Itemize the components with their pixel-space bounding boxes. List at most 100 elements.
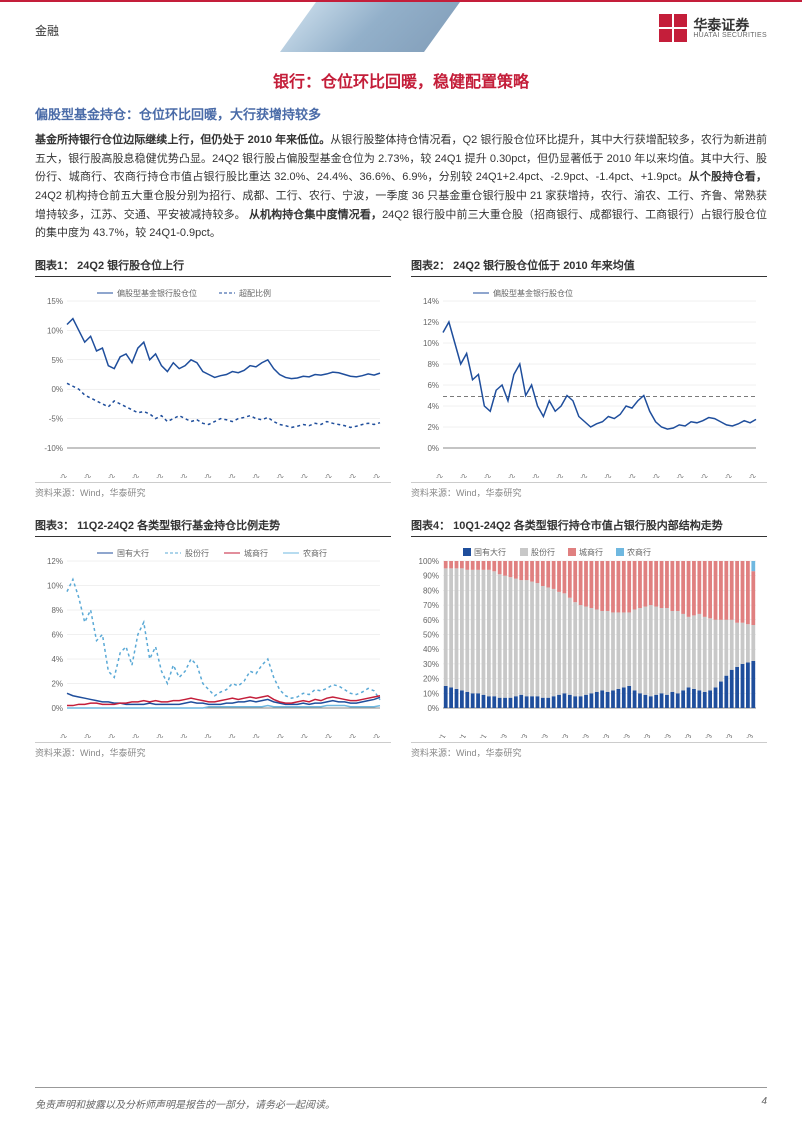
svg-text:14Q2: 14Q2 xyxy=(125,473,141,478)
svg-text:20Q2: 20Q2 xyxy=(270,733,286,738)
svg-text:100%: 100% xyxy=(419,557,439,566)
svg-text:30%: 30% xyxy=(423,660,439,669)
svg-text:城商行: 城商行 xyxy=(244,548,268,558)
svg-text:14%: 14% xyxy=(423,297,439,306)
footer-disclaimer: 免责声明和披露以及分析师声明是报告的一部分，请务必一起阅读。 xyxy=(35,1096,335,1111)
svg-text:超配比例: 超配比例 xyxy=(239,288,271,298)
svg-text:0%: 0% xyxy=(51,704,63,713)
svg-text:农商行: 农商行 xyxy=(627,547,651,557)
chart-4-title: 图表4： 10Q1-24Q2 各类型银行持仓市值占银行股内部结构走势 xyxy=(411,517,767,537)
svg-text:24Q2: 24Q2 xyxy=(366,733,382,738)
logo-text-cn: 华泰证券 xyxy=(693,18,767,32)
chart-3-source: 资料来源：Wind，华泰研究 xyxy=(35,742,391,759)
company-logo: 华泰证券 HUATAI SECURITIES xyxy=(659,14,767,42)
report-category: 金融 xyxy=(35,22,59,39)
svg-text:6%: 6% xyxy=(427,381,439,390)
charts-grid: 图表1： 24Q2 银行股仓位上行 偏股型基金银行股仓位超配比例-10%-5%0… xyxy=(35,257,767,759)
svg-text:12Q3: 12Q3 xyxy=(493,733,509,738)
svg-text:14Q3: 14Q3 xyxy=(534,733,550,738)
svg-text:16Q2: 16Q2 xyxy=(173,733,189,738)
svg-text:12%: 12% xyxy=(47,557,63,566)
svg-text:-5%: -5% xyxy=(49,415,63,424)
svg-text:20Q3: 20Q3 xyxy=(657,733,673,738)
chart-2-title: 图表2： 24Q2 银行股仓位低于 2010 年来均值 xyxy=(411,257,767,277)
svg-text:10%: 10% xyxy=(47,582,63,591)
chart-2: 图表2： 24Q2 银行股仓位低于 2010 年来均值 偏股型基金银行股仓位0%… xyxy=(411,257,767,499)
svg-text:12Q2: 12Q2 xyxy=(453,473,469,478)
svg-text:16Q2: 16Q2 xyxy=(549,473,565,478)
chart-3-title: 图表3： 11Q2-24Q2 各类型银行基金持仓比例走势 xyxy=(35,517,391,537)
svg-text:0%: 0% xyxy=(427,704,439,713)
svg-text:24Q2: 24Q2 xyxy=(742,473,758,478)
svg-text:22Q2: 22Q2 xyxy=(318,733,334,738)
svg-text:-10%: -10% xyxy=(44,444,63,453)
svg-text:11Q1: 11Q1 xyxy=(453,733,468,738)
svg-text:国有大行: 国有大行 xyxy=(474,547,506,557)
svg-text:20Q2: 20Q2 xyxy=(646,473,662,478)
svg-text:80%: 80% xyxy=(423,587,439,596)
svg-text:8%: 8% xyxy=(51,606,63,615)
svg-text:8%: 8% xyxy=(427,360,439,369)
svg-text:股份行: 股份行 xyxy=(185,548,209,558)
page-number: 4 xyxy=(761,1096,767,1111)
section-title: 偏股型基金持仓：仓位环比回暖，大行获增持较多 xyxy=(35,104,767,123)
logo-text-en: HUATAI SECURITIES xyxy=(693,32,767,39)
svg-text:17Q2: 17Q2 xyxy=(574,473,590,478)
svg-text:10%: 10% xyxy=(423,339,439,348)
svg-text:13Q3: 13Q3 xyxy=(514,733,530,738)
svg-text:12%: 12% xyxy=(423,318,439,327)
body-paragraph: 基金所持银行仓位边际继续上行，但仍处于 2010 年来低位。从银行股整体持仓情况… xyxy=(35,131,767,243)
svg-text:50%: 50% xyxy=(423,631,439,640)
svg-text:23Q3: 23Q3 xyxy=(719,733,735,738)
header-decoration xyxy=(280,2,460,52)
logo-icon xyxy=(659,14,687,42)
svg-text:15Q2: 15Q2 xyxy=(525,473,541,478)
page-header: 金融 华泰证券 HUATAI SECURITIES xyxy=(0,0,802,60)
svg-text:22Q3: 22Q3 xyxy=(698,733,714,738)
chart-1: 图表1： 24Q2 银行股仓位上行 偏股型基金银行股仓位超配比例-10%-5%0… xyxy=(35,257,391,499)
svg-text:13Q2: 13Q2 xyxy=(101,733,117,738)
svg-text:10%: 10% xyxy=(423,689,439,698)
svg-text:19Q2: 19Q2 xyxy=(246,733,262,738)
svg-text:18Q2: 18Q2 xyxy=(222,733,238,738)
svg-text:14Q2: 14Q2 xyxy=(125,733,141,738)
svg-text:24Q3: 24Q3 xyxy=(739,733,755,738)
chart-2-source: 资料来源：Wind，华泰研究 xyxy=(411,482,767,499)
svg-text:13Q2: 13Q2 xyxy=(477,473,493,478)
svg-text:20Q2: 20Q2 xyxy=(270,473,286,478)
svg-text:15Q2: 15Q2 xyxy=(149,473,165,478)
svg-text:12Q1: 12Q1 xyxy=(473,733,489,738)
svg-text:70%: 70% xyxy=(423,601,439,610)
svg-text:18Q3: 18Q3 xyxy=(616,733,632,738)
svg-text:24Q2: 24Q2 xyxy=(366,473,382,478)
svg-text:5%: 5% xyxy=(51,356,63,365)
svg-text:国有大行: 国有大行 xyxy=(117,548,149,558)
svg-text:23Q2: 23Q2 xyxy=(718,473,734,478)
svg-text:12Q2: 12Q2 xyxy=(77,473,93,478)
svg-text:城商行: 城商行 xyxy=(579,547,603,557)
svg-text:偏股型基金银行股仓位: 偏股型基金银行股仓位 xyxy=(117,288,197,298)
svg-text:0%: 0% xyxy=(51,385,63,394)
main-content: 银行：仓位环比回暖，稳健配置策略 偏股型基金持仓：仓位环比回暖，大行获增持较多 … xyxy=(0,68,802,759)
svg-text:21Q2: 21Q2 xyxy=(294,473,310,478)
svg-text:10Q1: 10Q1 xyxy=(432,733,448,738)
svg-text:10%: 10% xyxy=(47,327,63,336)
svg-text:60%: 60% xyxy=(423,616,439,625)
svg-text:40%: 40% xyxy=(423,645,439,654)
svg-text:21Q3: 21Q3 xyxy=(678,733,694,738)
svg-text:18Q2: 18Q2 xyxy=(222,473,238,478)
svg-text:11Q2: 11Q2 xyxy=(53,733,68,738)
svg-text:22Q2: 22Q2 xyxy=(318,473,334,478)
svg-text:17Q2: 17Q2 xyxy=(198,473,214,478)
svg-text:13Q2: 13Q2 xyxy=(101,473,117,478)
main-title: 银行：仓位环比回暖，稳健配置策略 xyxy=(35,68,767,92)
svg-text:17Q2: 17Q2 xyxy=(198,733,214,738)
svg-text:16Q3: 16Q3 xyxy=(575,733,591,738)
svg-text:22Q2: 22Q2 xyxy=(694,473,710,478)
svg-text:23Q2: 23Q2 xyxy=(342,473,358,478)
svg-text:20%: 20% xyxy=(423,675,439,684)
svg-text:17Q3: 17Q3 xyxy=(596,733,612,738)
svg-text:农商行: 农商行 xyxy=(303,548,327,558)
svg-text:2%: 2% xyxy=(51,680,63,689)
chart-4-source: 资料来源：Wind，华泰研究 xyxy=(411,742,767,759)
